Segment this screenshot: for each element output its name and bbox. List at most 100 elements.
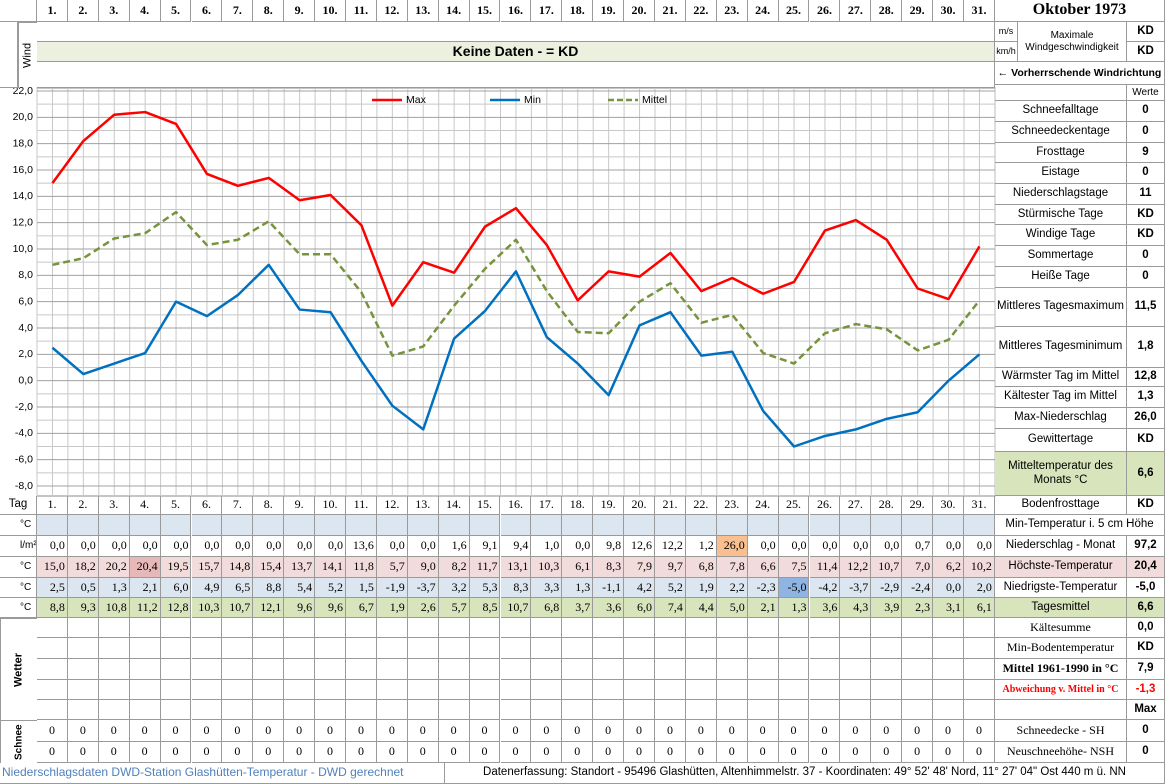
snow-cell: 0 bbox=[964, 742, 995, 763]
table-cell: 3,7 bbox=[562, 598, 594, 618]
weather-cell bbox=[191, 638, 223, 659]
snow-cell: 0 bbox=[871, 742, 903, 763]
table-cell: 0,0 bbox=[37, 536, 68, 557]
row-unit: °C bbox=[0, 598, 37, 618]
tag-day: 7. bbox=[222, 496, 254, 515]
table-cell: 12,6 bbox=[624, 536, 655, 557]
tag-day: 16. bbox=[500, 496, 532, 515]
table-cell bbox=[593, 515, 625, 536]
stat-value: 12,8 bbox=[1127, 368, 1165, 387]
table-cell: 2,5 bbox=[37, 578, 68, 598]
weather-cell bbox=[253, 680, 285, 700]
snow-cell: 0 bbox=[902, 720, 934, 742]
table-cell: 11,8 bbox=[346, 557, 377, 578]
weather-cell bbox=[315, 638, 346, 659]
table-cell: 1,3 bbox=[562, 578, 594, 598]
wind-value: KD bbox=[1127, 22, 1165, 42]
tag-day: 9. bbox=[284, 496, 316, 515]
weather-cell bbox=[624, 659, 655, 680]
y-tick-label: 14,0 bbox=[13, 190, 34, 202]
row-unit: °C bbox=[0, 557, 37, 578]
snow-cell: 0 bbox=[809, 742, 841, 763]
tag-day: 31. bbox=[964, 496, 995, 515]
row-unit: °C bbox=[0, 515, 37, 536]
wind-value: KD bbox=[1127, 42, 1165, 62]
y-tick-label: 20,0 bbox=[13, 111, 34, 123]
summary-value: 20,4 bbox=[1127, 557, 1165, 578]
snow-cell: 0 bbox=[655, 720, 686, 742]
snow-cell: 0 bbox=[500, 742, 532, 763]
summary-label bbox=[995, 700, 1127, 720]
weather-cell bbox=[98, 618, 130, 638]
weather-cell bbox=[37, 680, 68, 700]
corner bbox=[0, 0, 37, 22]
weather-cell bbox=[253, 618, 285, 638]
summary-value: KD bbox=[1127, 638, 1165, 659]
table-cell: 7,9 bbox=[624, 557, 655, 578]
weather-cell bbox=[593, 700, 625, 720]
snow-cell: 0 bbox=[624, 720, 655, 742]
snow-cell: 0 bbox=[160, 720, 192, 742]
table-cell: 6,0 bbox=[160, 578, 192, 598]
weather-cell bbox=[531, 700, 563, 720]
table-cell: 8,3 bbox=[593, 557, 625, 578]
weather-cell bbox=[562, 638, 594, 659]
snow-cell: 0 bbox=[376, 720, 408, 742]
footer-right: Datenerfassung: Standort - 95496 Glashüt… bbox=[445, 763, 1165, 784]
table-cell bbox=[67, 515, 99, 536]
tag-day: 26. bbox=[809, 496, 841, 515]
table-cell: 13,6 bbox=[346, 536, 377, 557]
weather-cell bbox=[809, 659, 841, 680]
weather-cell bbox=[67, 618, 99, 638]
weather-cell bbox=[624, 638, 655, 659]
weather-cell bbox=[778, 680, 810, 700]
stat-value: 1,8 bbox=[1127, 327, 1165, 368]
weather-cell bbox=[747, 659, 779, 680]
stat-label: Mittleres Tagesmaximum bbox=[995, 288, 1127, 327]
snow-cell: 0 bbox=[500, 720, 532, 742]
table-cell: 6,2 bbox=[933, 557, 964, 578]
stat-label: Kältester Tag im Mittel bbox=[995, 387, 1127, 408]
y-tick-label: 10,0 bbox=[13, 243, 34, 255]
day-header: 11. bbox=[346, 0, 377, 22]
snow-cell: 0 bbox=[655, 742, 686, 763]
table-cell: 2,0 bbox=[964, 578, 995, 598]
weather-cell bbox=[191, 700, 223, 720]
table-cell: 5,3 bbox=[469, 578, 501, 598]
table-cell bbox=[37, 515, 68, 536]
tag-day: 20. bbox=[624, 496, 655, 515]
stat-value: KD bbox=[1127, 225, 1165, 246]
snow-cell: 0 bbox=[871, 720, 903, 742]
weather-cell bbox=[284, 659, 316, 680]
table-cell: 0,0 bbox=[315, 536, 346, 557]
weather-cell bbox=[315, 659, 346, 680]
snow-cell: 0 bbox=[253, 720, 285, 742]
weather-cell bbox=[562, 700, 594, 720]
table-cell: 5,4 bbox=[284, 578, 316, 598]
summary-label: Höchste-Temperatur bbox=[995, 557, 1127, 578]
table-cell: -2,3 bbox=[747, 578, 779, 598]
weather-cell bbox=[902, 638, 934, 659]
weather-cell bbox=[500, 700, 532, 720]
weather-cell bbox=[902, 680, 934, 700]
weather-cell bbox=[562, 680, 594, 700]
weather-cell bbox=[593, 659, 625, 680]
table-cell: 9,3 bbox=[67, 598, 99, 618]
stat-label: Heiße Tage bbox=[995, 267, 1127, 288]
snow-cell: 0 bbox=[222, 742, 254, 763]
tag-day: 23. bbox=[716, 496, 748, 515]
table-cell: 5,0 bbox=[716, 598, 748, 618]
table-cell: 26,0 bbox=[716, 536, 748, 557]
snow-cell: 0 bbox=[284, 742, 316, 763]
table-cell: 13,1 bbox=[500, 557, 532, 578]
table-cell: 0,0 bbox=[407, 536, 439, 557]
stat-value: 1,3 bbox=[1127, 387, 1165, 408]
table-cell bbox=[871, 515, 903, 536]
stat-value: KD bbox=[1127, 205, 1165, 225]
weather-cell bbox=[685, 680, 717, 700]
table-cell: 4,3 bbox=[840, 598, 872, 618]
weather-cell bbox=[964, 618, 995, 638]
table-cell bbox=[531, 515, 563, 536]
day-header: 27. bbox=[840, 0, 872, 22]
stat-label: Eistage bbox=[995, 163, 1127, 184]
